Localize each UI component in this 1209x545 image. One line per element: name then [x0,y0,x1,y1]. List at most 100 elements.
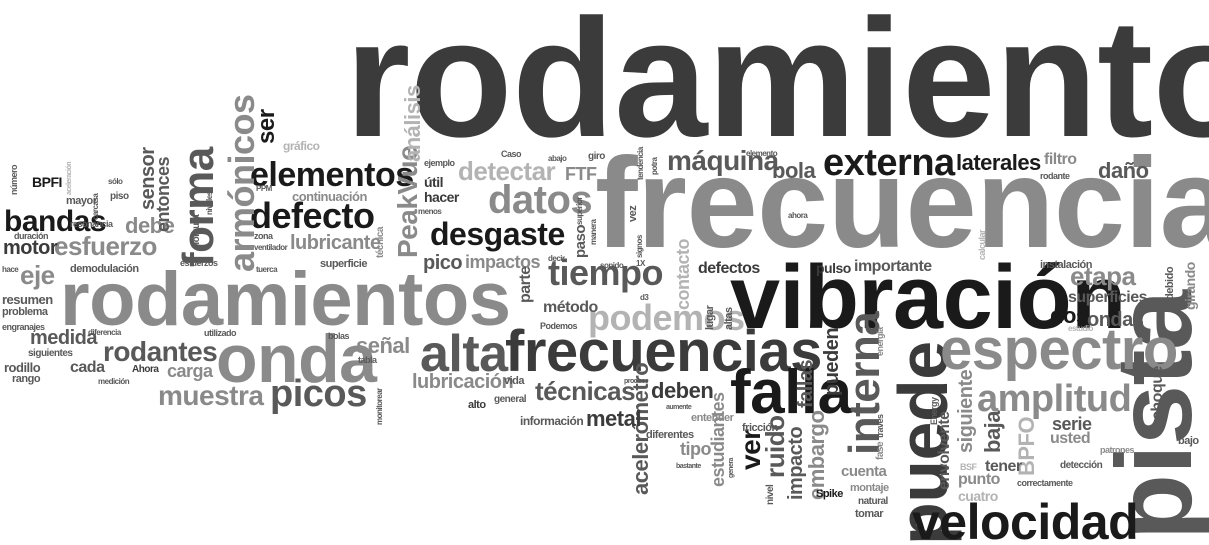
word-alta: alta [420,325,508,383]
word-problema: problema [2,306,48,318]
word-superficie: superficie [320,258,367,270]
word-demodulacion: demodulación [70,263,139,275]
word-zona: zona [254,231,273,241]
word-potra: potra [650,157,659,176]
word-datos: datos [488,178,593,222]
word-carcasa: carcasa [91,193,100,220]
word-engranajes: engranajes [2,322,45,332]
word-tomar: tomar [855,508,884,520]
word-importante: importante [854,258,932,275]
word-choque: choque [1149,366,1166,420]
word-serie: serie [1052,414,1092,434]
word-correctamente: correctamente [1017,478,1073,488]
word-medida: medida [30,327,98,349]
word-solo: sólo [108,177,123,186]
word-estudiantes: estudiantes [708,392,728,487]
word-diferentes: diferentes [646,429,694,441]
word-filtro: filtro [1044,151,1077,168]
word-envolvente: envolvente [936,411,953,490]
word-ahora: Ahora [132,364,159,375]
word-metodo: método [543,299,598,316]
word-nivel: nivel [765,484,776,505]
word-usted: usted [1050,430,1091,447]
word-energia: energía [875,327,885,356]
word-etapa: etapa [1070,261,1136,291]
word-superior: superior [575,196,584,225]
word-ser: ser [253,109,280,144]
word-baja: baja [980,410,1005,453]
word-abajo: abajo [548,154,567,163]
word-lugar: lugar [704,305,716,330]
word-impactos: impactos [465,252,541,272]
word-resonancia: resonancia [70,219,113,229]
word-tener: tener [985,458,1022,475]
word-detectar: detectar [458,156,556,186]
word-rodantes: rodantes [103,336,218,367]
word-vez: vez [627,205,639,222]
word-grafico: gráfico [283,139,320,153]
word-hace: hace [2,265,19,274]
word-muestra: muestra [158,380,264,411]
word-contacto: contacto [673,238,693,310]
word-senal: señal [356,333,410,358]
word-analisis: análisis [400,85,425,162]
word-resumen: resumen [2,292,53,307]
word-rodillo: rodillo [4,360,41,375]
word-dos: dos [1050,303,1088,328]
word-vida: vida [504,375,525,387]
word-esfuerzos: esfuerzos [180,258,218,268]
word-podemos-cap: Podemos [540,321,578,331]
word-diferencia: diferencia [88,328,121,337]
word-ver: ver [735,429,766,470]
word-forma: forma [174,147,223,267]
word-informacion: información [520,414,584,428]
word-pueden: pueden [821,327,843,396]
word-onda: onda [216,321,377,397]
word-tecnica: técnica [375,227,386,258]
word-dano: daño [1098,158,1149,183]
word-maquina: máquina [667,145,779,176]
word-externa: externa [823,142,955,184]
word-tabla: tabla [358,355,377,365]
word-debido: debido [1164,266,1176,300]
word-superficies: superficies [1068,289,1147,306]
word-girando: girando [1182,262,1198,310]
word-bolas: bolas [328,331,350,341]
word-cuatro: cuatro [958,488,998,504]
word-mayor: mayor [66,195,97,207]
word-velocidad: velocidad [912,494,1139,545]
word-laterales: laterales [956,150,1041,175]
word-deteccion: detección [1060,460,1103,471]
word-rango: rango [12,373,41,385]
word-energy: Energy [929,397,939,425]
word-fase: fase [875,441,886,460]
word-sonido: sonido [600,261,624,270]
word-spike: Spike [816,488,843,500]
word-bsf: BSF [960,462,977,472]
word-tuerca: tuerca [256,265,278,274]
word-medicion: medición [98,377,130,386]
word-niveles: niveles [205,191,214,215]
word-desgaste: desgaste [430,216,565,252]
word-calcular: calcular [977,229,987,260]
word-frecuencia: frecuencia [595,132,1209,275]
word-frecuencias: frecuencias [505,319,822,384]
word-defectos: defectos [698,260,760,277]
word-giro: giro [588,151,605,162]
word-friccion: fricción [742,422,778,434]
word-esfuerzo: esfuerzo [54,231,157,261]
word-traves: través [875,414,885,438]
word-picos: picos [270,373,367,415]
word-aumente: aumente [666,404,692,411]
word-metal: metal [586,406,641,431]
word-instalacion: instalación [1040,259,1092,271]
word-paso: paso [572,224,589,258]
word-ppm: PPM [256,184,272,193]
word-bajo: bajo [1178,435,1199,447]
word-bola: bola [772,158,816,183]
word-cuenta: cuenta [841,463,887,480]
word-ahora-lower: ahora [788,211,808,220]
word-siguiente: siguiente [955,369,977,453]
word-bpfi: BPFI [32,174,62,190]
word-entonces: entonces [153,156,173,232]
